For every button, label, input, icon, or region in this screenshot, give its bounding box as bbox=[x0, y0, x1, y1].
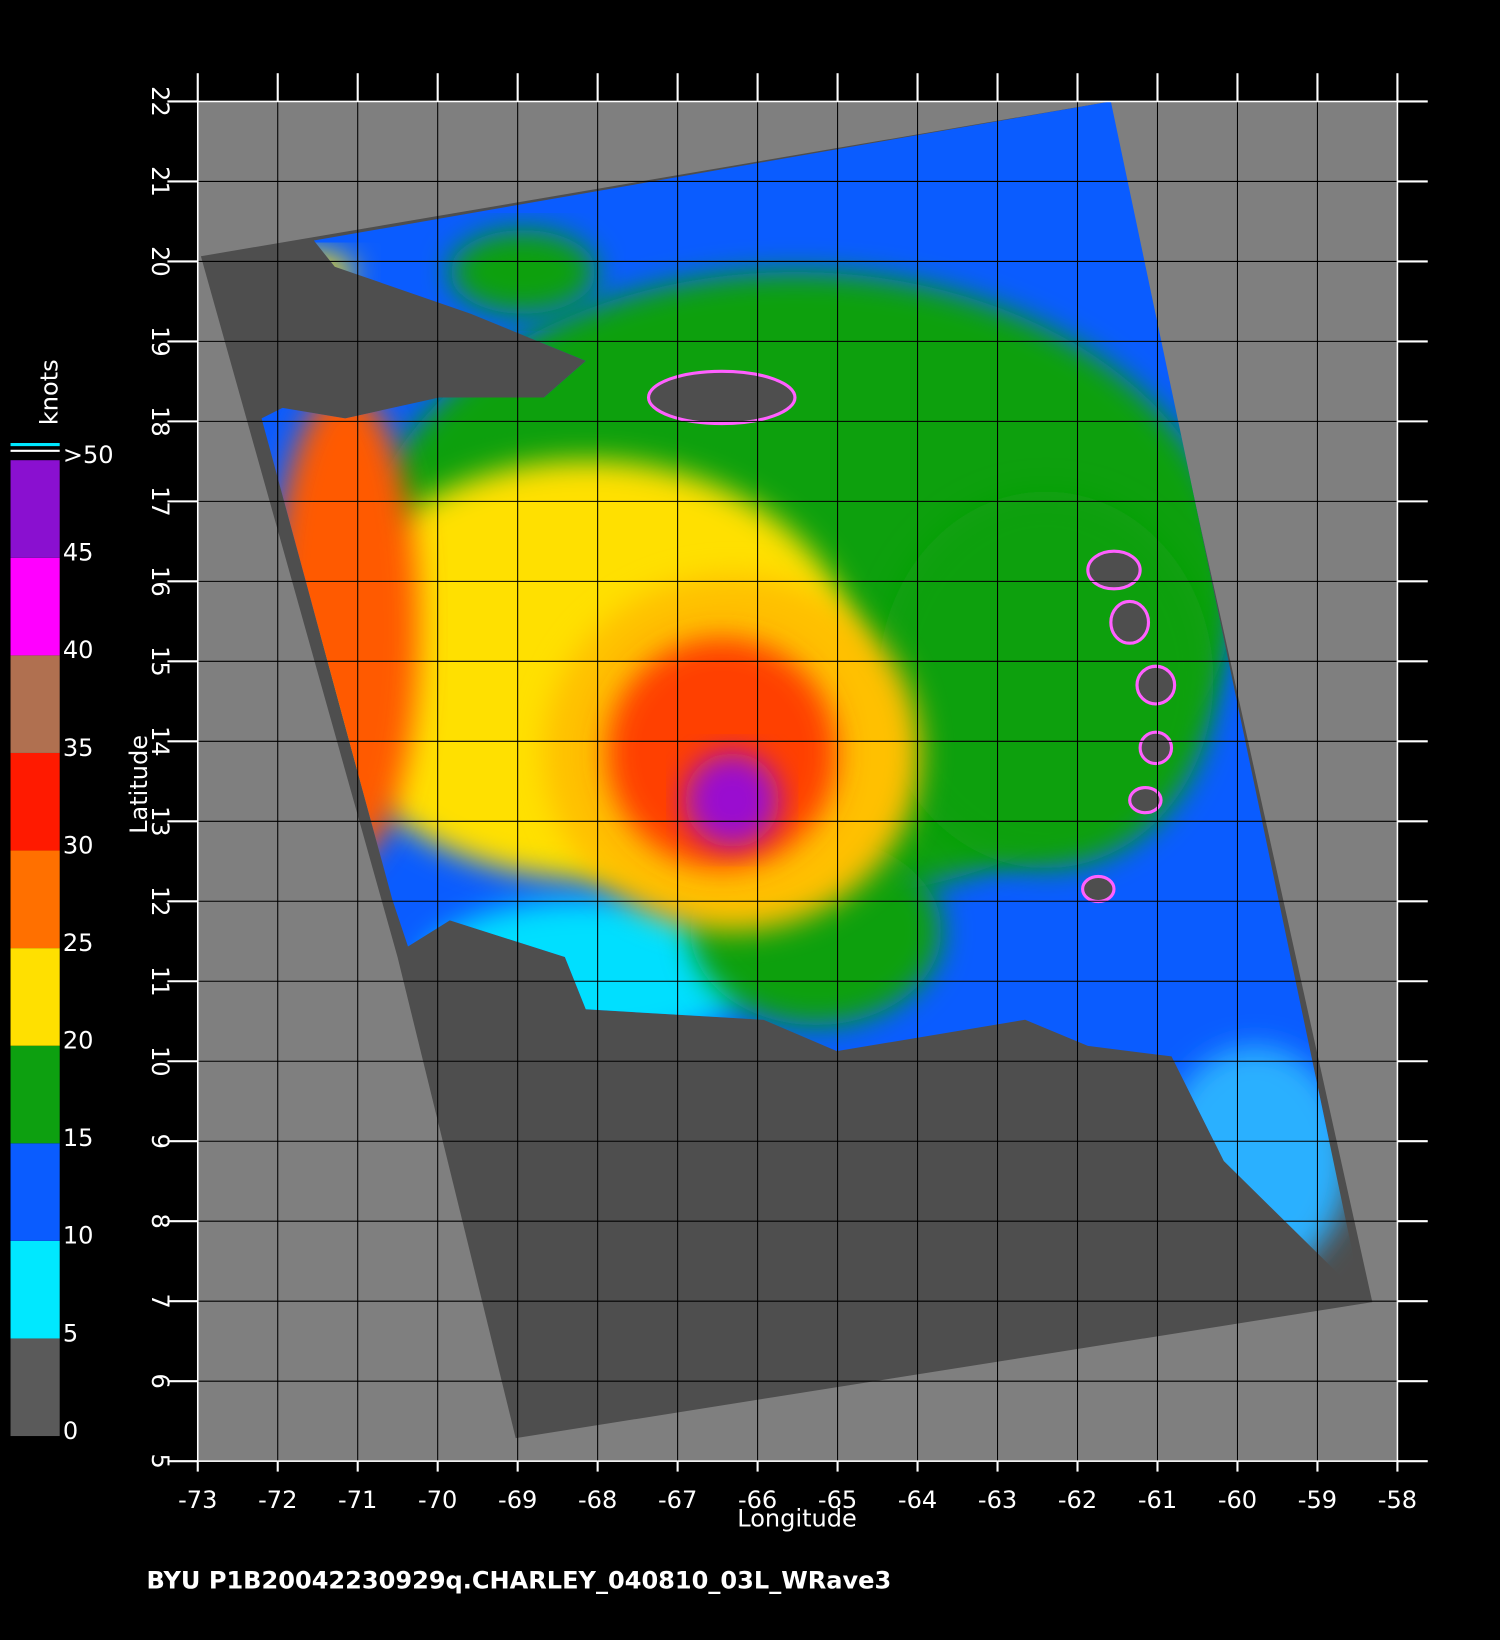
colorbar-tick-label: 45 bbox=[63, 539, 94, 567]
y-tick-label: 12 bbox=[146, 886, 174, 917]
colorbar-tick-label: 35 bbox=[63, 734, 94, 762]
footer: BYU P1B20042230929q.CHARLEY_040810_03L_W… bbox=[147, 1566, 892, 1594]
y-tick-label: 16 bbox=[146, 566, 174, 597]
y-tick-label: 10 bbox=[146, 1046, 174, 1077]
x-tick-label: -58 bbox=[1378, 1486, 1417, 1514]
y-tick-label: 5 bbox=[146, 1453, 174, 1468]
y-tick-label: 13 bbox=[146, 806, 174, 837]
y-tick-label: 11 bbox=[146, 966, 174, 997]
colorbar-band bbox=[10, 1143, 60, 1241]
y-tick-label: 8 bbox=[146, 1214, 174, 1229]
y-axis-label: Latitude bbox=[125, 735, 153, 834]
colorbar-tick-label: 5 bbox=[63, 1319, 78, 1347]
x-tick-label: -72 bbox=[258, 1486, 297, 1514]
colorbar-tick-label: 20 bbox=[63, 1027, 94, 1055]
y-tick-label: 22 bbox=[146, 86, 174, 117]
colorbar-band bbox=[10, 948, 60, 1046]
y-tick-label: 6 bbox=[146, 1374, 174, 1389]
colorbar-band bbox=[10, 752, 60, 851]
x-tick-label: -63 bbox=[978, 1486, 1017, 1514]
x-tick-label: -73 bbox=[178, 1486, 217, 1514]
colorbar-tick-label: 25 bbox=[63, 929, 94, 957]
x-tick-label: -65 bbox=[818, 1486, 857, 1514]
colorbar-tick-label: 30 bbox=[63, 831, 94, 859]
x-tick-label: -66 bbox=[738, 1486, 777, 1514]
colorbar-tick-label: >50 bbox=[63, 441, 114, 469]
x-tick-label: -59 bbox=[1298, 1486, 1337, 1514]
colorbar-tick-label: 0 bbox=[63, 1417, 78, 1445]
plot-frame bbox=[196, 100, 1399, 1462]
islands bbox=[646, 369, 1177, 904]
colorbar-band bbox=[10, 460, 60, 558]
colorbar-band bbox=[10, 1045, 60, 1144]
y-tick-label: 21 bbox=[146, 166, 174, 197]
colorbar-band bbox=[10, 1338, 60, 1437]
colorbar-band bbox=[10, 1240, 60, 1339]
x-tick-label: -70 bbox=[418, 1486, 457, 1514]
y-tick-label: 17 bbox=[146, 486, 174, 517]
colorbar-band bbox=[10, 557, 60, 656]
colorbar-label: knots bbox=[35, 359, 63, 425]
y-tick-label: 14 bbox=[146, 726, 174, 757]
colorbar-band bbox=[10, 850, 60, 949]
y-tick-label: 19 bbox=[146, 326, 174, 357]
colorbar-tick-label: 10 bbox=[63, 1222, 94, 1250]
x-axis-label: Longitude bbox=[737, 1505, 857, 1533]
x-tick-label: -69 bbox=[498, 1486, 537, 1514]
x-tick-label: -62 bbox=[1058, 1486, 1097, 1514]
x-tick-label: -61 bbox=[1138, 1486, 1177, 1514]
x-tick-label: -71 bbox=[338, 1486, 377, 1514]
x-tick-label: -60 bbox=[1218, 1486, 1257, 1514]
colorbar-tick-label: 40 bbox=[63, 636, 94, 664]
y-tick-label: 9 bbox=[146, 1134, 174, 1149]
y-tick-label: 15 bbox=[146, 646, 174, 677]
x-tick-label: -68 bbox=[578, 1486, 617, 1514]
x-tick-label: -67 bbox=[658, 1486, 697, 1514]
colorbar-band bbox=[10, 655, 60, 753]
colorbar-tick-label: 15 bbox=[63, 1124, 94, 1152]
y-tick-label: 7 bbox=[146, 1294, 174, 1309]
y-tick-label: 20 bbox=[146, 246, 174, 277]
y-tick-label: 18 bbox=[146, 406, 174, 437]
x-tick-label: -64 bbox=[898, 1486, 937, 1514]
